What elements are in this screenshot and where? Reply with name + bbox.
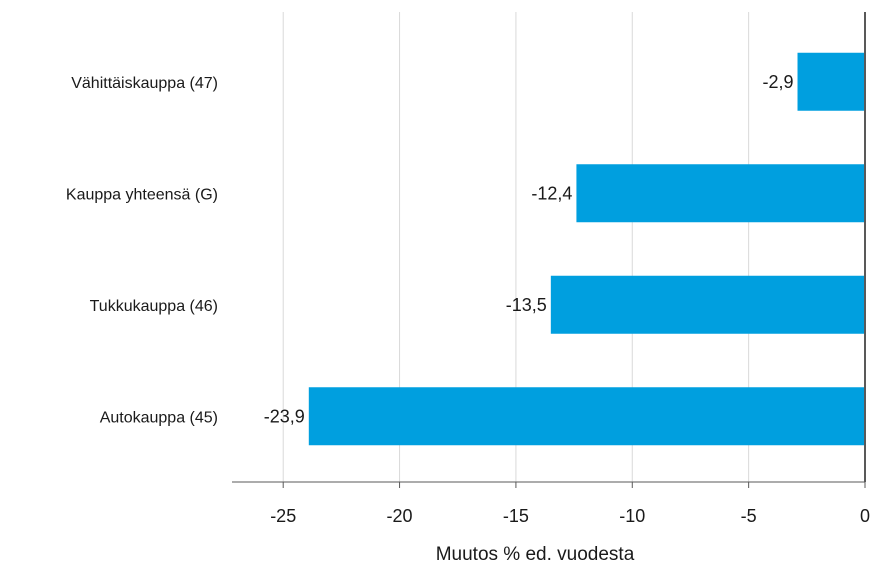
bar [550,275,865,334]
axes [232,12,866,488]
x-tick-label: -25 [270,506,296,526]
labels: -25 -20 -15 -10 -5 0 -2,9 Vähittäiskauppa (47) -… [66,72,870,526]
data-label: -12,4 [531,183,572,203]
category-label: Kauppa yhteensä (G) [66,186,218,203]
data-label: -23,9 [264,406,305,426]
x-tick-label: -10 [619,506,645,526]
category-label: Autokauppa (45) [100,409,218,426]
x-tick-label: -5 [741,506,757,526]
category-label: Vähittäiskauppa (47) [71,75,218,92]
x-axis-title: Muutos % ed. vuodesta [436,544,635,565]
x-tick-label: -15 [503,506,529,526]
data-label: -2,9 [762,72,793,92]
bars [308,52,865,446]
category-label: Tukkukauppa (46) [90,298,218,315]
bar [797,52,865,111]
data-label: -13,5 [506,295,547,315]
x-tick-label: 0 [860,506,870,526]
x-tick-label: -20 [387,506,413,526]
bar [308,387,865,446]
bar [576,164,865,223]
